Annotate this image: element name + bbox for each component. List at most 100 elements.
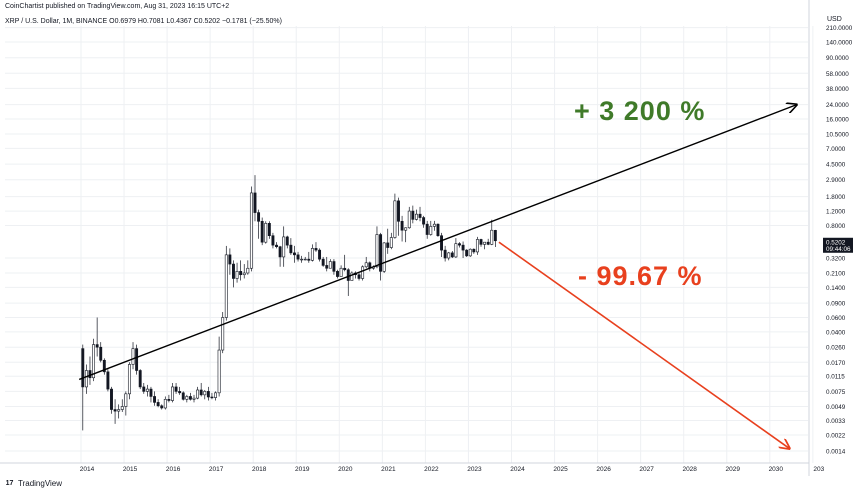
time-tick-label: 2014 bbox=[80, 466, 95, 473]
time-tick-label: 2020 bbox=[338, 466, 353, 473]
candle bbox=[447, 251, 451, 261]
candle-body-down bbox=[174, 386, 178, 392]
candle bbox=[185, 394, 189, 403]
candle-body-down bbox=[167, 399, 171, 401]
candle bbox=[443, 245, 447, 262]
price-tick-label: 1.2000 bbox=[826, 209, 846, 216]
candle bbox=[328, 259, 332, 269]
candle-body-up bbox=[214, 392, 217, 398]
candle-body-up bbox=[447, 252, 451, 259]
price-tick-label: 38.0000 bbox=[826, 86, 849, 93]
candle-body-up bbox=[328, 261, 332, 269]
candle-body-up bbox=[196, 389, 200, 399]
candle-body-up bbox=[171, 386, 174, 401]
candle-body-down bbox=[257, 212, 261, 222]
candle-body-down bbox=[275, 244, 278, 248]
symbol-legend[interactable]: XRP / U.S. Dollar, 1M, BINANCE O0.6979 H… bbox=[5, 18, 282, 25]
candle-body-down bbox=[325, 265, 329, 269]
tradingview-logo-icon: 17 bbox=[5, 480, 14, 487]
candle-body-up bbox=[242, 272, 246, 276]
candle-body-up bbox=[185, 396, 189, 400]
candle bbox=[253, 175, 257, 222]
candle bbox=[88, 356, 92, 385]
candle-body-down bbox=[232, 263, 235, 279]
candle-body-up bbox=[432, 223, 436, 227]
candle-body-up bbox=[203, 391, 207, 396]
candle bbox=[307, 251, 311, 263]
candle-body-down bbox=[239, 271, 243, 276]
candle-body-up bbox=[282, 236, 286, 258]
price-tick-label: 0.3200 bbox=[826, 256, 846, 263]
price-axis: 210.0000 140.0000 90.0000 58.0000 38.0000 24.… bbox=[826, 25, 853, 455]
candle bbox=[386, 228, 390, 254]
candle bbox=[414, 209, 418, 221]
candle-body-up bbox=[414, 213, 418, 220]
candle-body-down bbox=[461, 244, 465, 251]
candle-body-down bbox=[379, 234, 383, 272]
candle-body-up bbox=[382, 242, 386, 272]
candle bbox=[336, 269, 339, 279]
time-tick-label: 2028 bbox=[682, 466, 697, 473]
time-tick-label: 2015 bbox=[123, 466, 138, 473]
candle bbox=[232, 260, 235, 288]
candle bbox=[113, 399, 117, 424]
candle bbox=[135, 344, 139, 375]
candle bbox=[181, 391, 185, 401]
candle bbox=[432, 220, 436, 231]
candle-body-down bbox=[206, 391, 210, 398]
candle bbox=[138, 369, 142, 390]
candle bbox=[468, 248, 472, 257]
candle-body-down bbox=[458, 243, 461, 246]
candle-body-down bbox=[199, 389, 203, 396]
candle-body-up bbox=[249, 192, 253, 269]
candle bbox=[99, 342, 103, 363]
time-tick-label: 2018 bbox=[252, 466, 267, 473]
candle bbox=[300, 255, 304, 263]
candle-body-up bbox=[117, 409, 121, 412]
candle-body-up bbox=[235, 271, 239, 279]
candle-body-down bbox=[110, 388, 113, 410]
price-tick-label: 140.0000 bbox=[826, 40, 853, 47]
candle-body-down bbox=[153, 396, 156, 403]
tradingview-footer[interactable]: 17 TradingView bbox=[4, 479, 62, 488]
candle-body-down bbox=[228, 254, 232, 265]
price-tick-label: 0.0400 bbox=[826, 329, 846, 336]
last-price-label: 0.5202 bbox=[826, 239, 846, 246]
price-tick-label: 0.0260 bbox=[826, 345, 846, 352]
candle bbox=[490, 219, 494, 246]
candle bbox=[346, 268, 350, 296]
candle bbox=[221, 312, 225, 354]
candle bbox=[483, 241, 487, 250]
last-price-badge-bg bbox=[823, 237, 853, 253]
candle-body-down bbox=[160, 405, 164, 409]
candle-body-down bbox=[210, 396, 214, 399]
candle-body-down bbox=[253, 192, 257, 213]
candle bbox=[224, 245, 228, 321]
candle-body-down bbox=[450, 252, 454, 258]
candle bbox=[450, 251, 454, 259]
candle-body-down bbox=[346, 269, 350, 281]
candle-body-down bbox=[336, 271, 339, 277]
candle-body-down bbox=[314, 248, 318, 251]
price-tick-label: 0.1400 bbox=[826, 285, 846, 292]
candle bbox=[353, 271, 357, 279]
candle bbox=[461, 241, 465, 259]
time-tick-label: 2021 bbox=[381, 466, 396, 473]
candle bbox=[106, 369, 110, 392]
candle-body-up bbox=[264, 223, 268, 243]
candle bbox=[479, 238, 483, 247]
price-tick-label: 0.0022 bbox=[826, 432, 846, 439]
candle-body-down bbox=[400, 220, 404, 231]
candle bbox=[131, 342, 135, 370]
time-tick-label: 203 bbox=[813, 466, 824, 473]
candle-body-up bbox=[224, 254, 228, 318]
candle bbox=[382, 242, 386, 273]
candle-body-up bbox=[393, 200, 397, 238]
candle-body-up bbox=[361, 266, 365, 279]
candle-body-down bbox=[278, 246, 282, 258]
candle bbox=[404, 227, 408, 243]
price-tick-label: 0.0049 bbox=[826, 404, 846, 411]
candle-body-down bbox=[465, 249, 469, 257]
